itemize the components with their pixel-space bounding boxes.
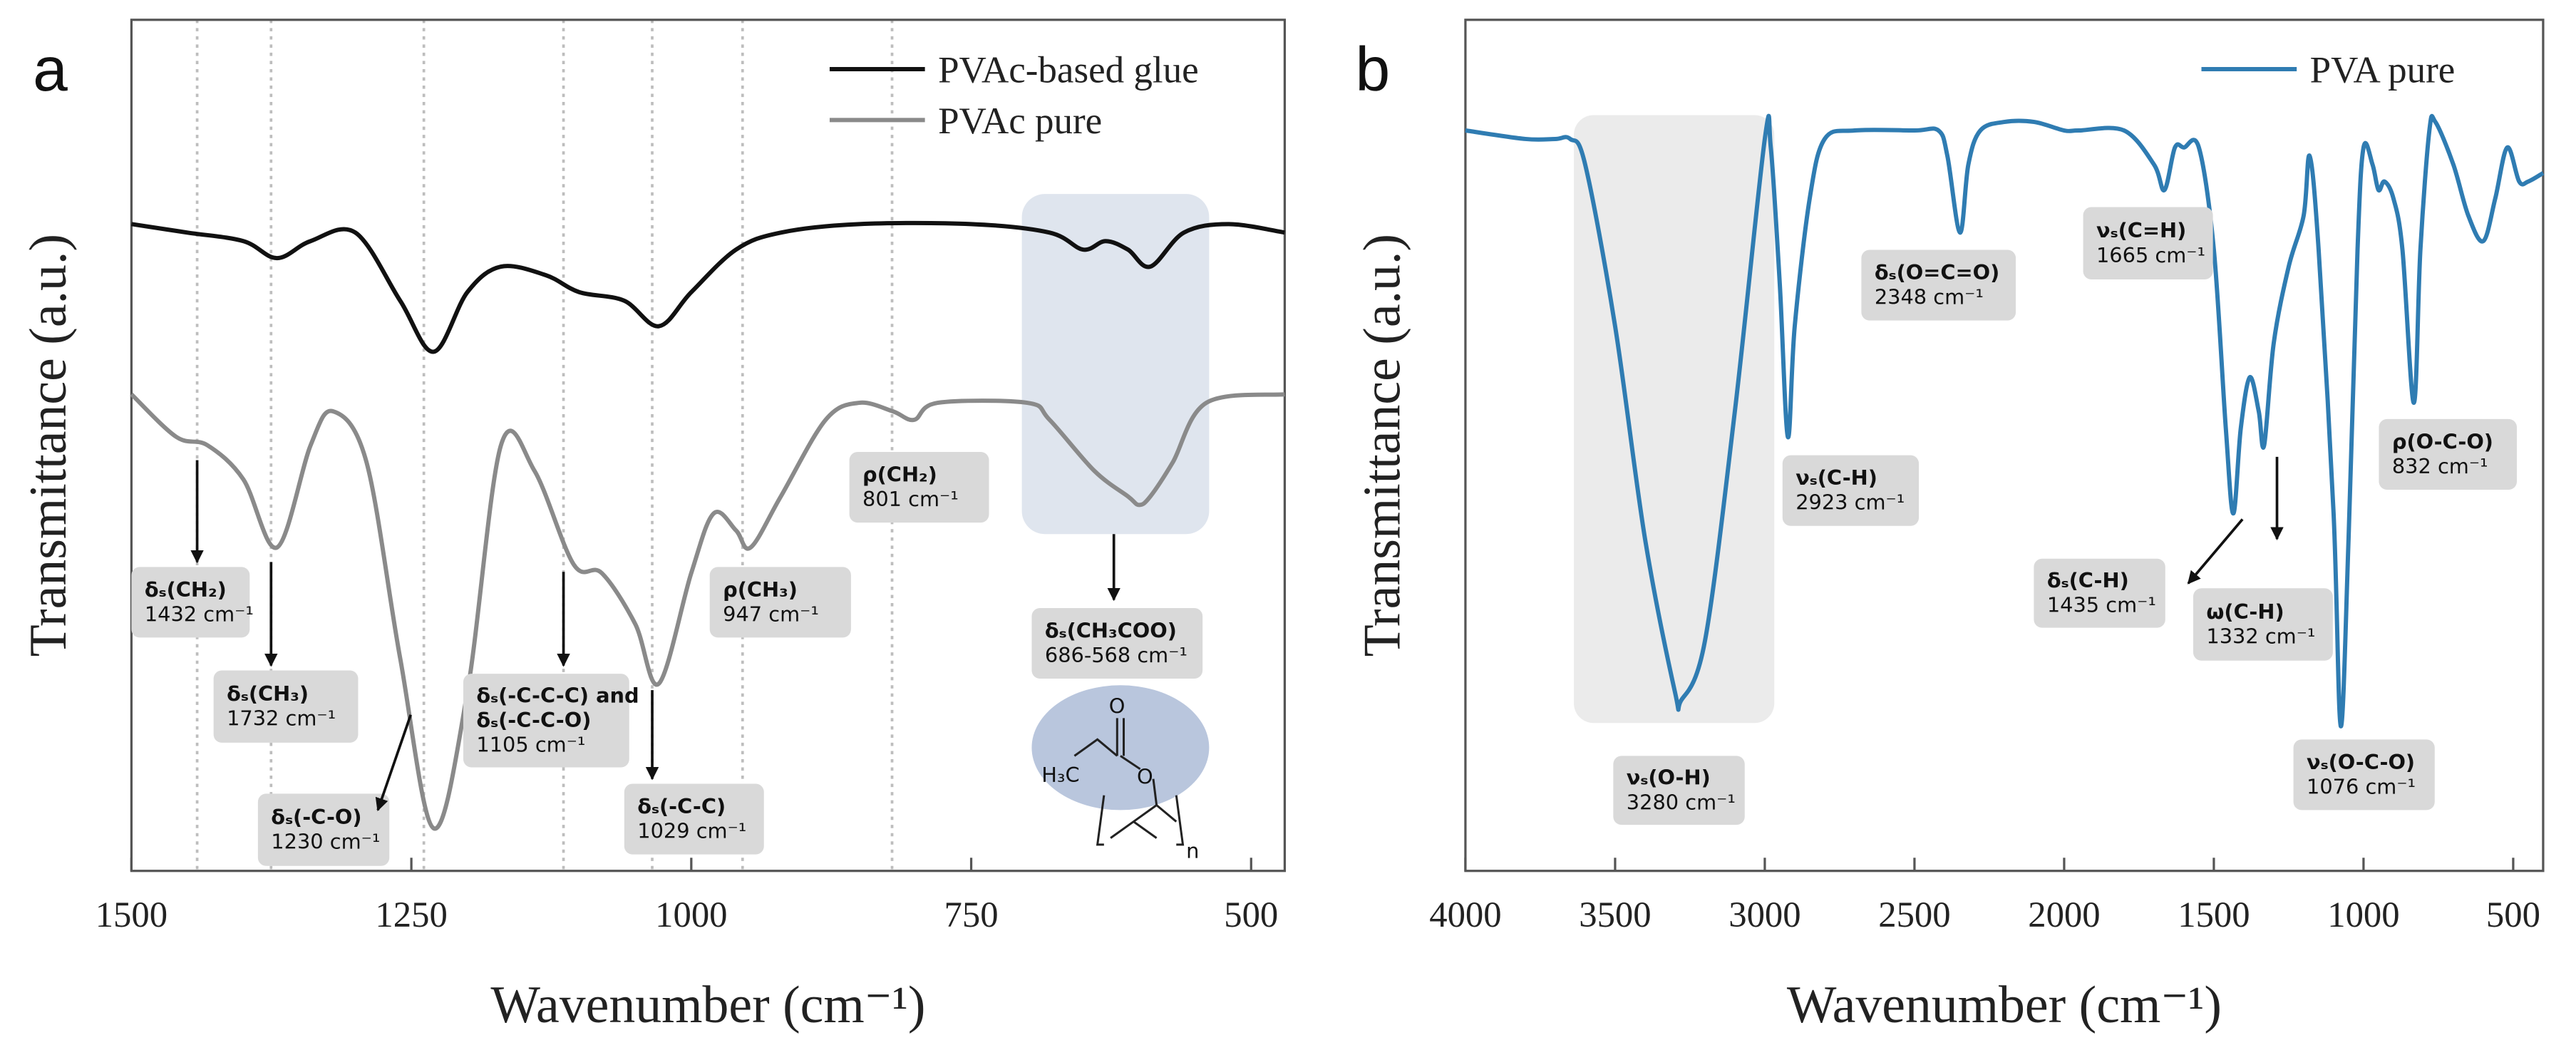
annotation-text: 1029 cm⁻¹ bbox=[637, 819, 746, 843]
x-tick-label: 750 bbox=[944, 895, 999, 935]
annotation-text: δₛ(C-H) bbox=[2047, 568, 2129, 592]
annotation-text: 947 cm⁻¹ bbox=[723, 602, 819, 626]
annotation-text: 832 cm⁻¹ bbox=[2392, 454, 2488, 478]
annotation-text: ω(C-H) bbox=[2206, 599, 2284, 624]
x-axis-title: Wavenumber (cm⁻¹) bbox=[490, 975, 925, 1034]
annotation-text: 2348 cm⁻¹ bbox=[1875, 285, 1984, 309]
structure-label: H₃C bbox=[1041, 763, 1079, 787]
annotation-text: 1432 cm⁻¹ bbox=[145, 602, 254, 626]
x-tick-label: 500 bbox=[2486, 895, 2540, 935]
legend-label: PVAc-based glue bbox=[938, 49, 1199, 91]
plot-frame bbox=[1464, 19, 2545, 873]
x-tick-label: 500 bbox=[1224, 895, 1278, 935]
legend-label: PVAc pure bbox=[938, 101, 1102, 142]
annotation-text: 1076 cm⁻¹ bbox=[2307, 774, 2416, 798]
annotation-box bbox=[849, 451, 989, 523]
annotation-arrow bbox=[2187, 518, 2244, 585]
annotation-text: δₛ(-C-C-C) and bbox=[476, 683, 639, 707]
annotation-text: δₛ(CH₂) bbox=[145, 577, 227, 602]
annotation-box bbox=[2193, 588, 2333, 661]
annotation-text: δₛ(-C-C) bbox=[637, 794, 726, 818]
x-tick-label: 1000 bbox=[655, 895, 727, 935]
x-tick-label: 1250 bbox=[375, 895, 447, 935]
annotation-box bbox=[2379, 418, 2518, 490]
annotation-text: 1665 cm⁻¹ bbox=[2096, 243, 2205, 267]
annotation-text: 1732 cm⁻¹ bbox=[227, 706, 336, 731]
molecule-bonds bbox=[1073, 718, 1185, 846]
structure-label: O bbox=[1137, 765, 1153, 789]
annotation-box bbox=[131, 567, 250, 638]
annotation-text: ρ(CH₃) bbox=[723, 577, 798, 602]
x-tick-label: 2500 bbox=[1878, 895, 1950, 935]
annotation-box bbox=[624, 783, 764, 855]
annotation-text: δₛ(-C-C-O) bbox=[476, 708, 591, 732]
x-tick-label: 3500 bbox=[1579, 895, 1651, 935]
x-tick-label: 4000 bbox=[1429, 895, 1501, 935]
panel-label: a bbox=[33, 34, 68, 104]
highlight-band bbox=[1021, 194, 1210, 535]
structure-label: O bbox=[1109, 694, 1125, 718]
annotation-box bbox=[463, 674, 629, 768]
y-axis-title: Transmittance (a.u.) bbox=[19, 234, 77, 657]
annotation-text: δₛ(O=C=O) bbox=[1875, 260, 1999, 284]
annotation-text: νₛ(O-C-O) bbox=[2307, 750, 2415, 774]
y-axis-title: Transmittance (a.u.) bbox=[1353, 234, 1411, 657]
annotation-box bbox=[257, 793, 390, 866]
spectrum-line bbox=[130, 392, 1285, 831]
panel-label: b bbox=[1355, 34, 1390, 104]
annotation-text: νₛ(C=H) bbox=[2096, 218, 2186, 242]
annotation-text: νₛ(O-H) bbox=[1627, 766, 1711, 790]
annotation-box bbox=[2034, 558, 2165, 628]
annotation-text: 1230 cm⁻¹ bbox=[271, 830, 380, 854]
annotation-box bbox=[1613, 756, 1745, 825]
annotation-box bbox=[2083, 207, 2213, 279]
annotation-text: 3280 cm⁻¹ bbox=[1627, 790, 1736, 814]
annotation-text: δₛ(CH₃COO) bbox=[1045, 618, 1177, 642]
annotation-box bbox=[1782, 455, 1920, 526]
annotation-text: 686-568 cm⁻¹ bbox=[1045, 643, 1187, 667]
annotation-box bbox=[709, 567, 851, 638]
annotation-text: 1435 cm⁻¹ bbox=[2047, 593, 2156, 617]
annotation-text: δₛ(-C-O) bbox=[271, 805, 361, 829]
x-tick-label: 1000 bbox=[2327, 895, 2399, 935]
legend-label: PVA pure bbox=[2310, 49, 2456, 91]
annotation-text: νₛ(C-H) bbox=[1796, 465, 1877, 490]
x-tick-label: 3000 bbox=[1729, 895, 1800, 935]
annotation-text: 801 cm⁻¹ bbox=[862, 487, 959, 511]
annotation-box bbox=[1861, 249, 2016, 321]
x-tick-label: 1500 bbox=[2178, 895, 2250, 935]
molecule-highlight bbox=[1031, 685, 1210, 810]
annotation-box bbox=[1031, 607, 1203, 679]
x-tick-label: 2000 bbox=[2028, 895, 2100, 935]
annotation-box bbox=[2293, 739, 2435, 810]
structure-label: n bbox=[1186, 838, 1199, 863]
annotation-text: ρ(CH₂) bbox=[862, 462, 937, 486]
annotation-box bbox=[213, 670, 359, 743]
annotation-arrow bbox=[375, 714, 412, 812]
annotation-text: 2923 cm⁻¹ bbox=[1796, 490, 1905, 515]
x-axis-title: Wavenumber (cm⁻¹) bbox=[1787, 975, 2222, 1034]
highlight-band bbox=[1574, 115, 1775, 724]
plot-frame bbox=[130, 19, 1287, 873]
annotation-text: ρ(O-C-O) bbox=[2392, 429, 2493, 453]
spectrum-line bbox=[130, 220, 1285, 354]
annotation-text: δₛ(CH₃) bbox=[227, 681, 309, 706]
annotation-text: 1332 cm⁻¹ bbox=[2206, 624, 2315, 648]
background-layer bbox=[1021, 115, 1775, 810]
annotation-text: 1105 cm⁻¹ bbox=[476, 733, 585, 757]
x-tick-label: 1500 bbox=[96, 895, 168, 935]
spectrum-line bbox=[1465, 113, 2545, 729]
